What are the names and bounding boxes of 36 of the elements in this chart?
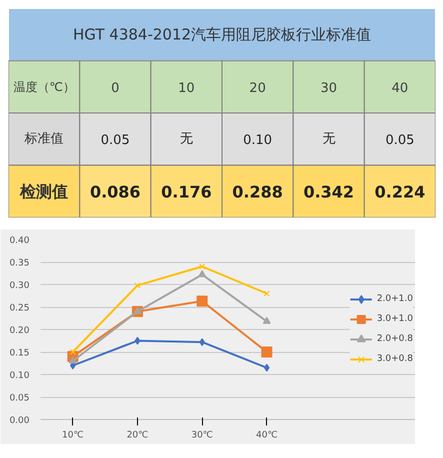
y-tick-label: 检测值 — [19, 182, 68, 201]
x-tick-label: 30 — [320, 80, 338, 96]
x-tick-label: 0 — [111, 80, 120, 96]
data-label: 0.086 — [90, 182, 141, 202]
y-tick-label: 0.10 — [9, 371, 30, 381]
text: 无 — [180, 132, 193, 147]
legend-label: 3.0+0.8 — [376, 354, 413, 364]
y-tick-label: 0.00 — [9, 416, 30, 426]
legend-label: 2.0+0.8 — [376, 334, 413, 344]
legend-label: 3.0+1.0 — [376, 314, 413, 324]
x-tick-label: 40 — [392, 80, 408, 96]
x-tick-label: 20 — [249, 80, 266, 96]
x-tick-label: 10 — [178, 80, 195, 96]
y-tick-label: 0.15 — [9, 348, 30, 358]
data-label: 0.224 — [374, 182, 426, 202]
y-tick-label: 0.30 — [9, 281, 30, 291]
x-axis-title: 温度（℃） — [13, 80, 75, 94]
legend-label: 2.0+1.0 — [376, 294, 413, 304]
data-label: 0.342 — [303, 182, 354, 202]
y-tick-label: 0.05 — [9, 394, 30, 404]
y-tick-label: 0.20 — [9, 326, 30, 336]
y-tick-label: 0.40 — [9, 236, 30, 246]
data-label: 0.288 — [232, 182, 283, 202]
y-tick-label: 标准值 — [24, 132, 64, 147]
data-label: 0.05 — [100, 133, 130, 148]
x-tick-label: 10℃ — [62, 430, 84, 440]
text: 无 — [322, 132, 336, 147]
data-label: 0.05 — [385, 133, 414, 148]
x-tick-label: 30℃ — [191, 430, 213, 440]
data-label: 0.10 — [243, 133, 272, 148]
y-tick-label: 0.25 — [9, 304, 30, 314]
data-label: 0.176 — [161, 182, 212, 202]
x-tick-label: 20℃ — [126, 430, 148, 440]
x-tick-label: 40℃ — [256, 430, 278, 440]
y-tick-label: 0.35 — [9, 258, 30, 268]
chart-title: HGT 4384-2012汽车用阻尼胶板行业标准值 — [72, 26, 372, 44]
